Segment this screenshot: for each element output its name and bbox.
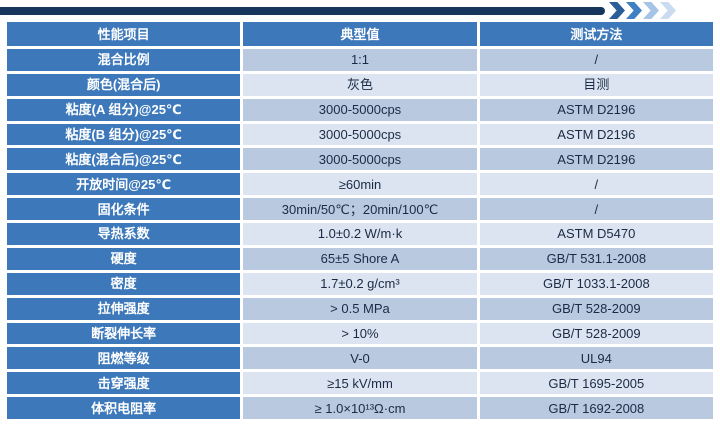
test-method-cell: /	[479, 173, 713, 196]
test-method-cell: GB/T 528-2009	[479, 322, 713, 345]
property-name-cell: 粘度(A 组分)@25℃	[7, 98, 241, 121]
top-decoration	[0, 0, 720, 22]
test-method-cell: ASTM D2196	[479, 148, 713, 171]
property-name-cell: 混合比例	[7, 49, 241, 71]
property-name-cell: 固化条件	[7, 198, 241, 221]
chevron-icon	[609, 2, 625, 19]
typical-value-cell: 3000-5000cps	[243, 98, 477, 121]
test-method-cell: GB/T 1692-2008	[479, 397, 713, 419]
chevron-icon	[643, 2, 659, 19]
top-bar-line	[0, 7, 605, 15]
test-method-cell: GB/T 528-2009	[479, 297, 713, 320]
test-method-cell: /	[479, 49, 713, 71]
test-method-cell: GB/T 1695-2005	[479, 372, 713, 395]
chevron-icon	[626, 2, 642, 19]
property-name-cell: 体积电阻率	[7, 397, 241, 419]
typical-value-cell: ≥60min	[243, 173, 477, 196]
property-name-cell: 粘度(混合后)@25℃	[7, 148, 241, 171]
spec-table: 性能项目 典型值 测试方法 混合比例 1:1/颜色(混合后) 灰色 目测 粘度(A 组分…	[7, 22, 713, 419]
test-method-cell: ASTM D2196	[479, 123, 713, 146]
property-name-cell: 导热系数	[7, 223, 241, 245]
column-header-typical-value: 典型值	[243, 22, 477, 46]
typical-value-cell: 65±5 Shore A	[243, 247, 477, 270]
typical-value-cell: > 10%	[243, 322, 477, 345]
property-name-cell: 密度	[7, 272, 241, 295]
property-name-cell: 阻燃等级	[7, 347, 241, 370]
typical-value-cell: 3000-5000cps	[243, 123, 477, 146]
typical-value-cell: 1.0±0.2 W/m·k	[243, 223, 477, 245]
test-method-cell: UL94	[479, 347, 713, 370]
test-method-cell: GB/T 531.1-2008	[479, 247, 713, 270]
property-name-cell: 颜色(混合后)	[7, 73, 241, 96]
test-method-cell: 目测	[479, 73, 713, 96]
typical-value-cell: 1:1	[243, 49, 477, 71]
typical-value-cell: > 0.5 MPa	[243, 297, 477, 320]
typical-value-cell: ≥ 1.0×10¹³Ω·cm	[243, 397, 477, 419]
typical-value-cell: ≥15 kV/mm	[243, 372, 477, 395]
property-name-cell: 开放时间@25℃	[7, 173, 241, 196]
test-method-cell: ASTM D5470	[479, 223, 713, 245]
typical-value-cell: 3000-5000cps	[243, 148, 477, 171]
typical-value-cell: 1.7±0.2 g/cm³	[243, 272, 477, 295]
property-name-cell: 击穿强度	[7, 372, 241, 395]
chevron-icon	[660, 2, 676, 19]
typical-value-cell: 30min/50℃；20min/100℃	[243, 198, 477, 221]
property-name-cell: 断裂伸长率	[7, 322, 241, 345]
property-name-cell: 粘度(B 组分)@25℃	[7, 123, 241, 146]
property-name-cell: 拉伸强度	[7, 297, 241, 320]
test-method-cell: GB/T 1033.1-2008	[479, 272, 713, 295]
property-name-cell: 硬度	[7, 247, 241, 270]
chevron-arrows-icon	[609, 2, 676, 19]
column-header-test-method: 测试方法	[479, 22, 713, 46]
typical-value-cell: 灰色	[243, 73, 477, 96]
test-method-cell: /	[479, 198, 713, 221]
typical-value-cell: V-0	[243, 347, 477, 370]
test-method-cell: ASTM D2196	[479, 98, 713, 121]
column-header-property: 性能项目	[7, 22, 241, 46]
